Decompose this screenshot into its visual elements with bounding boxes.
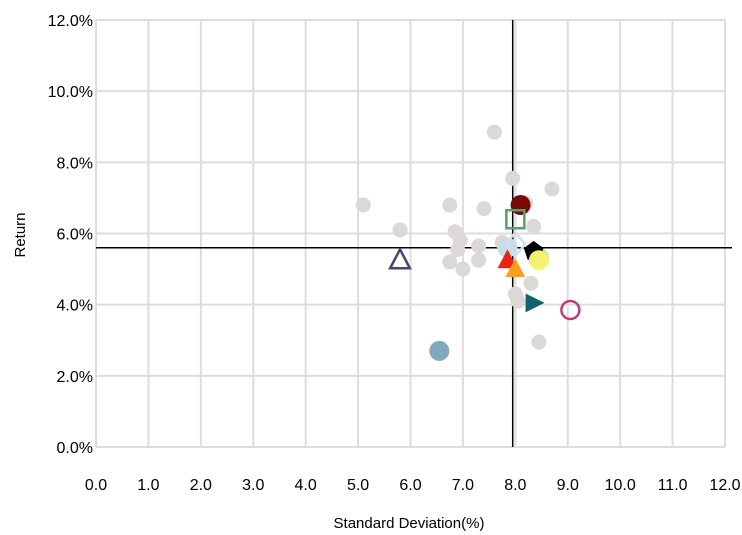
x-tick-label: 1.0 bbox=[137, 477, 159, 494]
highlight-point bbox=[388, 246, 412, 270]
x-tick-label: 4.0 bbox=[295, 477, 317, 494]
y-tick-label: 0.0% bbox=[57, 440, 93, 457]
highlight-points bbox=[388, 195, 581, 361]
y-tick-label: 12.0% bbox=[48, 13, 93, 30]
x-tick-label: 12.0 bbox=[709, 477, 740, 494]
background-points bbox=[355, 124, 560, 350]
data-point bbox=[505, 170, 521, 186]
data-point bbox=[471, 238, 487, 254]
y-tick-label: 8.0% bbox=[57, 155, 93, 172]
x-axis-title: Standard Deviation(%) bbox=[334, 515, 485, 532]
highlight-point bbox=[505, 209, 526, 230]
gridlines bbox=[95, 19, 726, 448]
x-tick-label: 2.0 bbox=[190, 477, 212, 494]
data-point bbox=[355, 197, 371, 213]
highlight-point bbox=[503, 230, 527, 258]
x-tick-label: 8.0 bbox=[504, 477, 526, 494]
y-tick-label: 2.0% bbox=[57, 369, 93, 386]
data-point bbox=[526, 218, 542, 234]
highlight-point bbox=[525, 293, 545, 313]
y-tick-label: 4.0% bbox=[57, 298, 93, 315]
highlight-point bbox=[497, 249, 518, 269]
y-tick-label: 6.0% bbox=[57, 227, 93, 244]
x-tick-label: 5.0 bbox=[347, 477, 369, 494]
x-tick-label: 0.0 bbox=[85, 477, 107, 494]
data-point bbox=[455, 261, 471, 277]
data-point bbox=[523, 275, 539, 291]
tick-labels: 0.0 1.0 2.0 3.0 4.0 5.0 6.0 7.0 8.0 9.0 10.0 11.0 12… bbox=[48, 13, 741, 494]
data-point bbox=[510, 293, 526, 309]
data-point bbox=[476, 201, 492, 217]
data-point bbox=[471, 252, 487, 268]
y-tick-label: 10.0% bbox=[48, 84, 93, 101]
x-tick-label: 6.0 bbox=[399, 477, 421, 494]
data-point bbox=[442, 197, 458, 213]
highlight-point bbox=[505, 258, 526, 278]
highlight-point bbox=[528, 250, 549, 271]
x-tick-label: 10.0 bbox=[605, 477, 636, 494]
highlight-point bbox=[510, 195, 531, 216]
x-tick-label: 3.0 bbox=[242, 477, 264, 494]
data-point bbox=[452, 233, 468, 249]
data-point bbox=[392, 222, 408, 238]
x-tick-label: 11.0 bbox=[658, 477, 688, 494]
reference-lines bbox=[96, 20, 732, 447]
y-axis-title: Return bbox=[12, 212, 29, 257]
highlight-point bbox=[429, 340, 450, 361]
data-point bbox=[442, 254, 458, 270]
x-tick-label: 9.0 bbox=[557, 477, 579, 494]
data-point bbox=[531, 334, 547, 350]
data-point bbox=[486, 124, 502, 140]
data-point bbox=[544, 181, 560, 197]
highlight-point bbox=[560, 299, 581, 321]
x-tick-label: 7.0 bbox=[452, 477, 474, 494]
